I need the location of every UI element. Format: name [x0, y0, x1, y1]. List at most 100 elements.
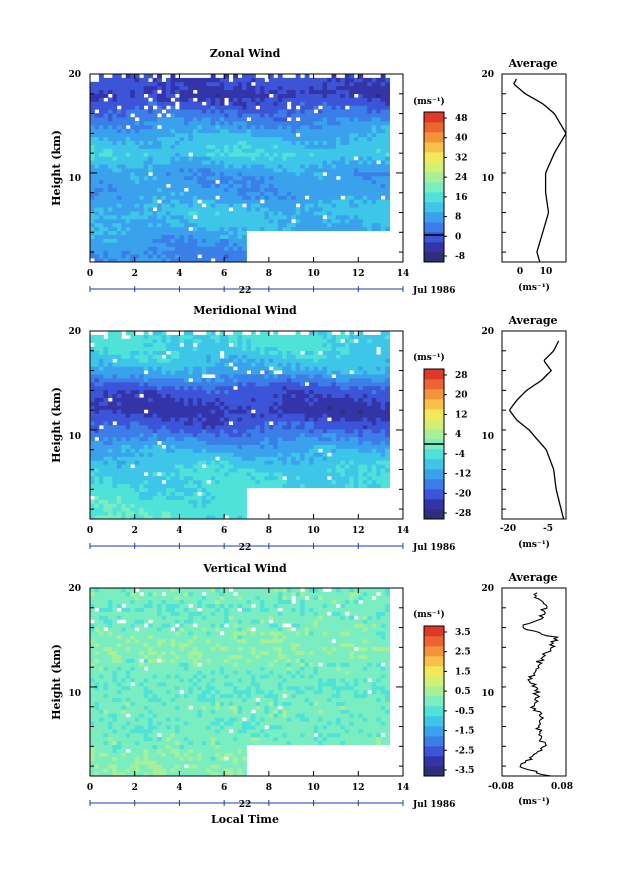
heatmap-cell — [179, 432, 185, 438]
heatmap-cell — [273, 152, 279, 157]
heatmap-cell — [371, 405, 377, 410]
heatmap-cell — [103, 113, 109, 118]
heatmap-cell — [282, 105, 288, 110]
heatmap-cell — [183, 234, 189, 239]
heatmap-cell — [295, 148, 301, 153]
heatmap-cell — [385, 413, 390, 418]
heatmap-cell — [183, 242, 189, 247]
heatmap-cell — [237, 152, 243, 157]
heatmap-cell — [121, 503, 127, 508]
heatmap-cell — [148, 140, 153, 145]
heatmap-cell — [335, 460, 341, 465]
heatmap-cell — [322, 456, 328, 461]
heatmap-cell — [371, 207, 377, 212]
heatmap-cell — [161, 164, 167, 169]
heatmap-cell — [224, 140, 230, 145]
heatmap-cell — [309, 85, 314, 91]
heatmap-cell — [174, 409, 180, 414]
heatmap-cell — [326, 393, 332, 398]
heatmap-cell — [98, 81, 104, 87]
heatmap-cell — [183, 440, 189, 445]
heatmap-cell — [103, 117, 109, 122]
heatmap-cell — [103, 503, 109, 508]
heatmap-cell — [174, 381, 180, 387]
heatmap-cell — [219, 515, 225, 520]
heatmap-cell — [264, 444, 270, 449]
heatmap-cell — [286, 444, 292, 449]
heatmap-cell — [103, 483, 109, 489]
heatmap-cell — [309, 393, 314, 398]
heatmap-cell — [188, 121, 194, 126]
heatmap-cell — [219, 452, 225, 457]
heatmap-cell — [125, 234, 131, 239]
heatmap-cell — [121, 432, 127, 438]
heatmap-cell — [242, 97, 247, 102]
heatmap-cell — [152, 511, 158, 516]
heatmap-cell — [179, 144, 185, 149]
heatmap-cell — [112, 136, 118, 141]
heatmap-cell — [367, 432, 373, 438]
heatmap-cell — [326, 187, 332, 192]
heatmap-cell — [255, 425, 261, 430]
heatmap-cell — [349, 89, 355, 94]
heatmap-cell — [197, 242, 203, 247]
heatmap-cell — [152, 211, 158, 216]
heatmap-cell — [385, 97, 390, 102]
heatmap-cell — [201, 448, 207, 453]
heatmap-cell — [277, 409, 283, 414]
heatmap-cell — [367, 183, 373, 188]
heatmap-cell — [326, 409, 332, 414]
heatmap-cell — [161, 515, 167, 520]
heatmap-cell — [125, 425, 131, 430]
heatmap-cell — [268, 113, 274, 118]
heatmap-cell — [326, 222, 332, 228]
heatmap-cell — [152, 195, 158, 200]
heatmap-cell — [340, 121, 346, 126]
heatmap-cell — [273, 475, 279, 481]
heatmap-cell — [349, 401, 355, 406]
colorbar-swatch — [424, 132, 444, 143]
heatmap-cell — [219, 81, 225, 87]
heatmap-cell — [121, 128, 127, 134]
heatmap-cell — [304, 226, 310, 232]
heatmap-cell — [107, 191, 113, 196]
heatmap-cell — [331, 160, 337, 165]
heatmap-cell — [277, 417, 283, 422]
heatmap-cell — [107, 132, 113, 138]
heatmap-cell — [112, 238, 118, 243]
heatmap-cell — [349, 472, 355, 477]
heatmap-cell — [313, 464, 319, 469]
heatmap-cell — [206, 246, 212, 251]
heatmap-cell — [371, 168, 377, 173]
heatmap-cell — [380, 128, 386, 134]
heatmap-cell — [206, 101, 212, 106]
heatmap-cell — [179, 397, 185, 402]
heatmap-cell — [250, 460, 256, 465]
heatmap-cell — [237, 397, 243, 402]
heatmap-cell — [322, 393, 328, 398]
heatmap-cell — [139, 222, 145, 228]
heatmap-cell — [188, 250, 194, 255]
heatmap-cell — [273, 187, 279, 192]
heatmap-cell — [152, 215, 158, 220]
heatmap-cell — [107, 175, 113, 181]
heatmap-cell — [304, 140, 310, 145]
heatmap-cell — [304, 152, 310, 157]
heatmap-cell — [152, 187, 158, 192]
heatmap-cell — [116, 428, 122, 434]
heatmap-cell — [157, 183, 162, 188]
heatmap-cell — [157, 456, 162, 461]
heatmap-cell — [313, 425, 319, 430]
heatmap-cell — [335, 448, 341, 453]
heatmap-cell — [192, 515, 198, 520]
heatmap-cell — [179, 242, 185, 247]
heatmap-cell — [103, 495, 109, 500]
heatmap-cell — [259, 381, 265, 387]
heatmap-cell — [242, 479, 247, 485]
heatmap-cell — [233, 105, 238, 110]
heatmap-cell — [385, 187, 390, 192]
heatmap-cell — [112, 164, 118, 169]
heatmap-cell — [304, 93, 310, 98]
heatmap-cell — [90, 187, 95, 192]
heatmap-cell — [157, 503, 162, 508]
